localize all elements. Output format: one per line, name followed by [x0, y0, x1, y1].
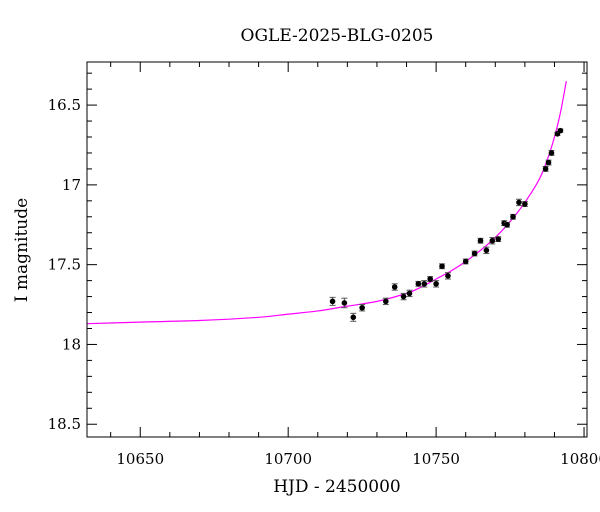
y-tick-label: 18: [62, 335, 81, 353]
data-point: [391, 284, 398, 290]
data-point: [504, 221, 510, 228]
y-tick-label: 17: [62, 176, 81, 194]
data-point: [359, 304, 365, 311]
data-points: [329, 127, 564, 322]
data-point: [427, 276, 433, 282]
x-axis-label: HJD - 2450000: [273, 477, 401, 497]
plot-frame: [86, 61, 588, 438]
y-axis-label: I magnitude: [12, 198, 32, 302]
data-point: [522, 201, 528, 207]
data-point: [383, 298, 389, 305]
x-tick-label: 10750: [412, 450, 460, 468]
data-point: [406, 290, 413, 297]
data-point: [400, 293, 407, 300]
data-point: [542, 166, 549, 172]
data-point: [445, 273, 451, 279]
data-point: [557, 127, 564, 134]
x-tick-labels: 10650 10700 10750 10800: [116, 450, 600, 468]
data-point: [421, 281, 428, 287]
data-point: [489, 237, 496, 244]
data-point: [477, 237, 484, 244]
data-point: [510, 213, 516, 220]
data-point: [516, 199, 522, 206]
data-point: [433, 281, 439, 287]
data-point: [350, 314, 357, 321]
y-tick-labels: 16.5 17 17.5 18 18.5: [48, 96, 81, 433]
x-tick-label: 10800: [560, 450, 600, 468]
y-tick-label: 17.5: [48, 256, 81, 274]
data-point: [439, 263, 445, 270]
data-point: [471, 250, 478, 257]
y-tick-label: 18.5: [48, 415, 81, 433]
data-point: [341, 300, 348, 306]
data-point: [462, 258, 469, 265]
data-point: [483, 247, 490, 254]
data-point: [415, 281, 422, 287]
data-point: [495, 236, 502, 242]
y-tick-label: 16.5: [48, 96, 81, 114]
data-point: [545, 159, 552, 166]
x-tick-label: 10700: [264, 450, 312, 468]
axis-ticks: [87, 62, 587, 437]
chart-title: OGLE-2025-BLG-0205: [241, 26, 434, 46]
model-curve: [87, 81, 567, 325]
data-point: [329, 298, 336, 305]
x-tick-label: 10650: [116, 450, 164, 468]
data-point: [548, 150, 555, 156]
